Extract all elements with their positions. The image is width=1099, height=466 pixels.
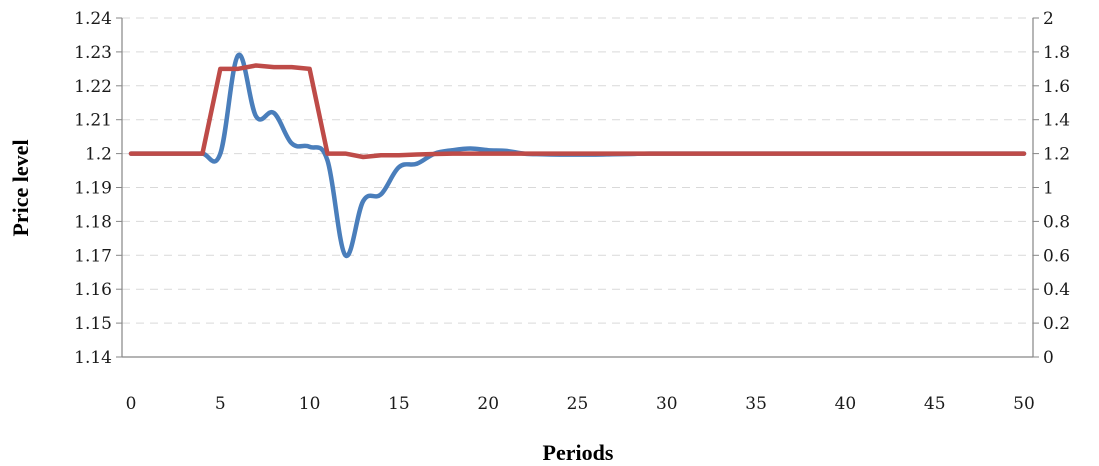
x-axis-ticks: 0 5 10 15 20 25 30 35 40 45 50 [126,394,1035,414]
y2-tick-label: 0.4 [1043,280,1070,300]
x-tick-label: 15 [388,394,410,414]
x-tick-label: 5 [215,394,226,414]
y-axis-right-ticks: 0 0.2 0.4 0.6 0.8 1 1.2 1.4 1.6 1.8 2 [1033,9,1070,368]
gridlines [122,17,1033,324]
x-tick-label: 20 [477,394,499,414]
y-tick-label: 1.2 [85,145,112,165]
y-tick-label: 1.14 [74,348,112,368]
y-tick-label: 1.24 [74,9,112,29]
y-tick-label: 1.23 [74,43,112,63]
series-line-right-axis [128,63,1027,160]
y-tick-label: 1.16 [74,280,112,300]
x-tick-label: 35 [745,394,767,414]
y-axis-title: Price level [8,139,33,236]
y-axis-left-ticks: 1.14 1.15 1.16 1.17 1.18 1.19 1.2 1.21 1.22 1.23 1… [74,9,122,368]
x-tick-label: 10 [299,394,321,414]
y-tick-label: 1.19 [74,179,112,199]
x-axis-title: Periods [543,440,614,465]
y2-tick-label: 2 [1043,9,1054,29]
x-tick-label: 0 [126,394,137,414]
y2-tick-label: 0.6 [1043,246,1070,266]
x-tick-label: 50 [1013,394,1035,414]
y2-tick-label: 1.6 [1043,77,1070,97]
y2-tick-label: 0 [1043,348,1054,368]
y2-tick-label: 1 [1043,179,1054,199]
x-tick-label: 40 [835,394,857,414]
x-tick-label: 25 [567,394,589,414]
x-tick-label: 30 [656,394,678,414]
y2-tick-label: 0.2 [1043,314,1070,334]
y2-tick-label: 1.8 [1043,43,1070,63]
y-tick-label: 1.17 [74,246,112,266]
y2-tick-label: 1.4 [1043,111,1070,131]
y-tick-label: 1.18 [74,212,112,232]
x-tick-label: 45 [924,394,946,414]
y2-tick-label: 1.2 [1043,145,1070,165]
y-tick-label: 1.15 [74,314,112,334]
y-tick-label: 1.21 [74,111,112,131]
y-tick-label: 1.22 [74,77,112,97]
y2-tick-label: 0.8 [1043,212,1070,232]
series-lines [128,53,1027,258]
